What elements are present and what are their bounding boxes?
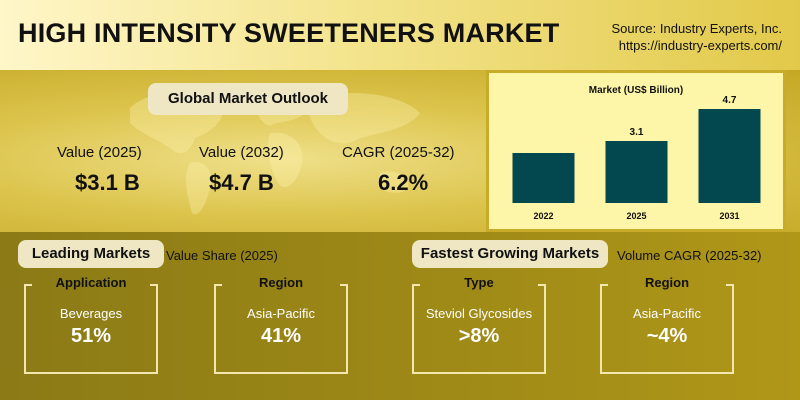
market-bar-chart: Market (US$ Billion) 2022 3.1 2025 4.7 2031 bbox=[512, 85, 761, 221]
card-name: Asia-Pacific bbox=[633, 306, 701, 321]
card-value: 51% bbox=[70, 325, 112, 347]
x-tick-2025: 2025 bbox=[626, 211, 646, 221]
card-head: Region bbox=[258, 275, 304, 290]
kpi-value-2032: $4.7 B bbox=[209, 170, 274, 195]
card-value: >8% bbox=[458, 325, 500, 347]
market-chart-panel: Market (US$ Billion) 2022 3.1 2025 4.7 2031 bbox=[486, 70, 786, 232]
card-value: ~4% bbox=[646, 325, 688, 347]
kpi-label-value-2032: Value (2032) bbox=[199, 144, 284, 161]
kpi-label-value-2025: Value (2025) bbox=[57, 144, 142, 161]
source-url[interactable]: https://industry-experts.com/ bbox=[618, 38, 782, 53]
kpi-label-cagr: CAGR (2025-32) bbox=[342, 144, 455, 161]
fastest-markets-heading: Fastest Growing Markets bbox=[412, 240, 608, 268]
outlook-heading: Global Market Outlook bbox=[148, 83, 348, 115]
leading-markets-subheading: Value Share (2025) bbox=[166, 248, 278, 263]
header-band bbox=[0, 0, 800, 70]
card-region-cagr: Region Asia-Pacific ~4% bbox=[600, 275, 734, 374]
data-label-2025: 3.1 bbox=[630, 127, 644, 138]
leading-markets-heading: Leading Markets bbox=[18, 240, 164, 268]
bar-2031 bbox=[698, 109, 761, 203]
page-title: HIGH INTENSITY SWEETENERS MARKET bbox=[18, 18, 560, 48]
x-tick-2022: 2022 bbox=[533, 211, 553, 221]
x-tick-2031: 2031 bbox=[719, 211, 739, 221]
bar-2025 bbox=[605, 141, 668, 203]
card-name: Steviol Glycosides bbox=[425, 306, 533, 321]
fastest-markets-subheading: Volume CAGR (2025-32) bbox=[617, 248, 762, 263]
card-region-share: Region Asia-Pacific 41% bbox=[214, 275, 348, 374]
source-name: Source: Industry Experts, Inc. bbox=[611, 21, 782, 36]
data-label-2031: 4.7 bbox=[723, 95, 737, 106]
card-head: Application bbox=[55, 275, 127, 290]
card-head: Region bbox=[644, 275, 690, 290]
card-application: Application Beverages 51% bbox=[24, 275, 158, 374]
kpi-value-2025: $3.1 B bbox=[75, 170, 140, 195]
card-name: Asia-Pacific bbox=[247, 306, 315, 321]
card-type: Type Steviol Glycosides >8% bbox=[412, 275, 546, 374]
bar-2022 bbox=[512, 153, 575, 203]
kpi-value-cagr: 6.2% bbox=[378, 170, 429, 195]
card-name: Beverages bbox=[59, 306, 123, 321]
chart-title: Market (US$ Billion) bbox=[589, 85, 683, 96]
source-block: Source: Industry Experts, Inc. https://i… bbox=[611, 20, 782, 54]
card-head: Type bbox=[464, 275, 494, 290]
card-value: 41% bbox=[260, 325, 302, 347]
